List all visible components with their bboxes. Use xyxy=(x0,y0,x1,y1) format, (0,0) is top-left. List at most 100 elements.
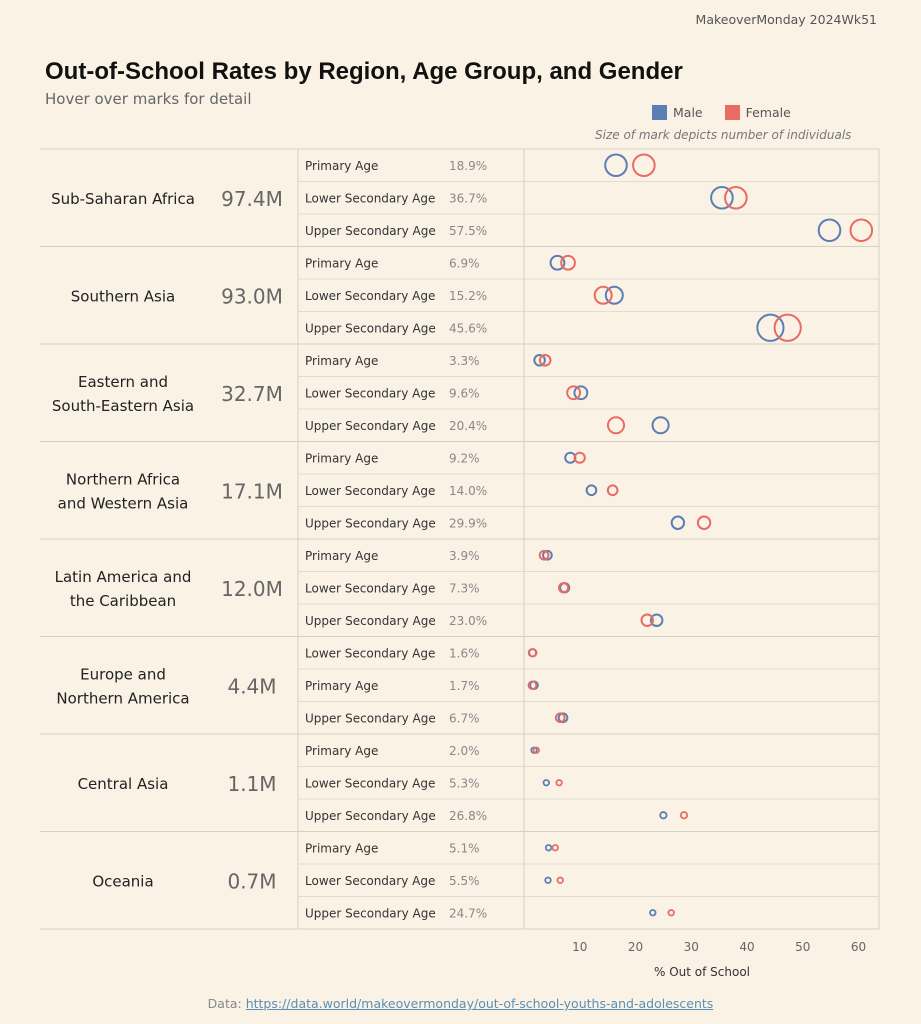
x-axis-label: % Out of School xyxy=(654,965,750,979)
male-mark[interactable] xyxy=(542,779,550,787)
female-swatch xyxy=(724,105,740,120)
x-tick-label: 20 xyxy=(628,940,643,954)
female-mark[interactable] xyxy=(528,648,538,658)
female-mark[interactable] xyxy=(696,515,712,530)
male-mark[interactable] xyxy=(710,185,734,210)
x-tick-label: 50 xyxy=(795,940,810,954)
female-mark[interactable] xyxy=(849,218,874,243)
rate-label: 29.9% xyxy=(449,516,487,530)
region-name: Southern Asia xyxy=(71,287,175,305)
male-mark[interactable] xyxy=(544,844,553,852)
female-mark[interactable] xyxy=(632,153,656,178)
age-group-label: Lower Secondary Age xyxy=(305,484,435,498)
region-name: Oceania xyxy=(92,872,153,890)
age-group-label: Primary Age xyxy=(305,744,378,758)
x-tick-label: 60 xyxy=(851,940,866,954)
female-mark[interactable] xyxy=(773,313,802,342)
age-group-label: Primary Age xyxy=(305,451,378,465)
rate-label: 9.2% xyxy=(449,451,480,465)
male-mark[interactable] xyxy=(756,313,785,342)
male-mark[interactable] xyxy=(544,876,552,884)
female-mark[interactable] xyxy=(538,353,552,367)
rate-label: 57.5% xyxy=(449,224,487,238)
region-total: 17.1M xyxy=(221,479,283,503)
rate-label: 5.3% xyxy=(449,776,480,790)
legend-label-female: Female xyxy=(745,105,791,120)
rate-label: 6.7% xyxy=(449,711,480,725)
female-mark[interactable] xyxy=(724,185,748,210)
age-group-label: Upper Secondary Age xyxy=(305,321,436,335)
region-name: Sub-Saharan Africa xyxy=(51,190,195,208)
rate-label: 5.5% xyxy=(449,874,480,888)
age-group-label: Lower Secondary Age xyxy=(305,289,435,303)
x-tick-label: 30 xyxy=(684,940,699,954)
age-group-label: Primary Age xyxy=(305,256,378,270)
female-mark[interactable] xyxy=(554,712,566,724)
female-mark[interactable] xyxy=(640,613,654,627)
female-mark[interactable] xyxy=(556,876,564,884)
age-group-label: Upper Secondary Age xyxy=(305,711,436,725)
male-mark[interactable] xyxy=(604,153,628,178)
female-mark[interactable] xyxy=(566,385,582,401)
region-total: 4.4M xyxy=(227,674,276,698)
male-mark[interactable] xyxy=(649,909,657,917)
region-total: 12.0M xyxy=(221,577,283,601)
age-group-label: Lower Secondary Age xyxy=(305,386,435,400)
female-mark[interactable] xyxy=(606,484,619,497)
male-mark[interactable] xyxy=(604,285,624,305)
female-mark[interactable] xyxy=(532,746,540,754)
age-group-label: Upper Secondary Age xyxy=(305,809,436,823)
female-mark[interactable] xyxy=(551,844,559,852)
age-group-label: Lower Secondary Age xyxy=(305,581,435,595)
male-mark[interactable] xyxy=(549,254,566,271)
male-mark[interactable] xyxy=(670,515,686,530)
male-mark[interactable] xyxy=(533,353,546,367)
female-mark[interactable] xyxy=(560,254,576,271)
rate-label: 3.3% xyxy=(449,354,480,368)
region-name: the Caribbean xyxy=(70,592,176,610)
region-total: 97.4M xyxy=(221,187,283,211)
rate-label: 6.9% xyxy=(449,256,480,270)
region-name: Central Asia xyxy=(78,775,169,793)
age-group-label: Upper Secondary Age xyxy=(305,516,436,530)
data-source-link[interactable]: https://data.world/makeovermonday/out-of… xyxy=(245,996,714,1011)
female-mark[interactable] xyxy=(557,582,570,594)
male-mark[interactable] xyxy=(651,416,670,435)
age-group-label: Lower Secondary Age xyxy=(305,191,435,205)
age-group-label: Upper Secondary Age xyxy=(305,419,436,433)
chart-subtitle: Hover over marks for detail xyxy=(45,90,252,108)
female-mark[interactable] xyxy=(573,451,586,464)
female-mark[interactable] xyxy=(538,549,550,561)
male-mark[interactable] xyxy=(817,218,842,243)
size-note: Size of mark depicts number of individua… xyxy=(595,128,852,142)
legend-label-male: Male xyxy=(673,105,703,120)
rate-label: 45.6% xyxy=(449,321,487,335)
chart-title: Out-of-School Rates by Region, Age Group… xyxy=(45,58,683,85)
female-mark[interactable] xyxy=(667,909,675,917)
legend: Male Female xyxy=(652,105,791,120)
rate-label: 26.8% xyxy=(449,809,487,823)
rate-label: 2.0% xyxy=(449,744,480,758)
region-name: South-Eastern Asia xyxy=(52,397,194,415)
female-mark[interactable] xyxy=(555,779,563,787)
female-mark[interactable] xyxy=(606,416,626,435)
region-name: Europe and xyxy=(80,665,166,683)
female-mark[interactable] xyxy=(679,811,689,820)
male-mark[interactable] xyxy=(659,811,668,820)
legend-item-female[interactable]: Female xyxy=(724,105,791,120)
age-group-label: Lower Secondary Age xyxy=(305,646,435,660)
male-mark[interactable] xyxy=(585,484,598,497)
female-mark[interactable] xyxy=(593,285,613,305)
rate-label: 14.0% xyxy=(449,484,487,498)
male-mark[interactable] xyxy=(573,385,589,401)
age-group-label: Primary Age xyxy=(305,549,378,563)
rate-label: 9.6% xyxy=(449,386,480,400)
female-mark[interactable] xyxy=(527,680,538,691)
makeover-tag: MakeoverMonday 2024Wk51 xyxy=(695,12,877,27)
male-mark[interactable] xyxy=(542,549,553,561)
region-total: 1.1M xyxy=(227,772,276,796)
age-group-label: Upper Secondary Age xyxy=(305,614,436,628)
male-mark[interactable] xyxy=(649,613,664,627)
legend-item-male[interactable]: Male xyxy=(652,105,703,120)
